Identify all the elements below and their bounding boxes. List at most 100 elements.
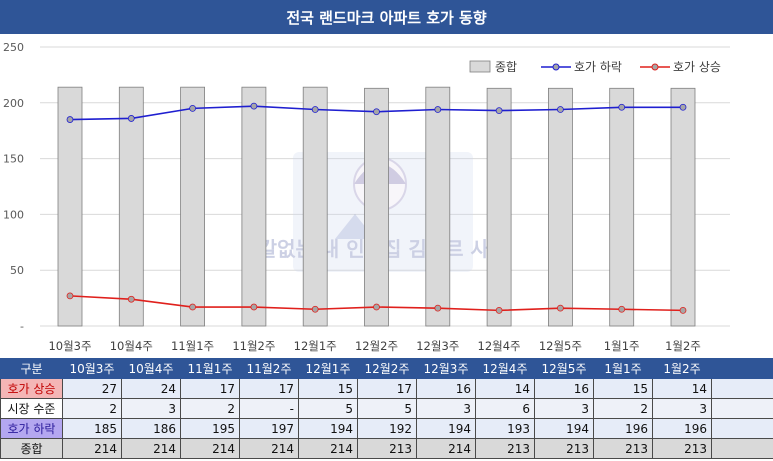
x-tick-label: 12월1주	[294, 339, 337, 353]
y-tick-label: 50	[10, 264, 24, 277]
price-up-point	[127, 295, 135, 303]
table-cell: 197	[239, 418, 299, 439]
line-series	[66, 102, 687, 314]
table-header-cell: 11월2주	[239, 358, 299, 379]
chart-title: 전국 랜드마크 아파트 호가 동향	[0, 0, 773, 34]
y-tick-label: 150	[3, 153, 24, 166]
row-label-price-up: 호가 상승	[0, 378, 63, 399]
table-header-cell: 10월4주	[121, 358, 181, 379]
bar-total	[302, 86, 328, 327]
table-row-market-level: 시장 수준 2 3 2 - 5 5 3 6 3 2 3	[0, 398, 773, 419]
legend-label-price-up: 호가 상승	[673, 60, 721, 74]
table-cell: 214	[62, 438, 122, 459]
price-down-point	[373, 108, 380, 116]
bar-total	[57, 86, 83, 327]
x-tick-label: 1월2주	[665, 339, 701, 353]
row-label-total: 종합	[0, 438, 63, 459]
bar-total	[486, 87, 512, 327]
x-tick-label: 12월5주	[539, 339, 582, 353]
price-up-point	[434, 304, 442, 312]
table-cell: 214	[298, 438, 358, 459]
table-cell: 17	[180, 378, 240, 399]
legend-marker-price-down	[552, 63, 560, 71]
table-header-cell: 11월1주	[180, 358, 240, 379]
table-cell: 3	[416, 398, 476, 419]
table-cell: 2	[180, 398, 240, 419]
price-down-point	[679, 103, 687, 111]
table-cell: 196	[652, 418, 712, 439]
table-cell: 3	[121, 398, 181, 419]
table-cell: 17	[357, 378, 417, 399]
table-cell: 214	[239, 438, 299, 459]
table-header-cell: 1월2주	[652, 358, 712, 379]
bar-total	[609, 87, 635, 327]
price-up-point	[495, 306, 503, 314]
table-cell: 194	[534, 418, 594, 439]
table-header-cell: 12월1주	[298, 358, 358, 379]
table-cell: 6	[475, 398, 535, 419]
y-tick-label: 100	[3, 208, 24, 221]
x-tick-label: 1월1주	[604, 339, 640, 353]
table-header-empty	[711, 358, 773, 379]
price-up-point	[189, 303, 197, 311]
price-up-point	[618, 305, 626, 313]
legend-swatch-total	[469, 60, 491, 73]
table-cell: 27	[62, 378, 122, 399]
table-cell: 213	[475, 438, 535, 459]
table-cell-empty	[711, 398, 773, 419]
x-tick-label: 12월3주	[416, 339, 459, 353]
table-header-cell: 10월3주	[62, 358, 122, 379]
table-cell: 3	[652, 398, 712, 419]
table-cell: 16	[416, 378, 476, 399]
table-header-cell: 12월3주	[416, 358, 476, 379]
table-header-cell: 12월4주	[475, 358, 535, 379]
row-label-market-level: 시장 수준	[0, 398, 63, 419]
table-cell-empty	[711, 438, 773, 459]
table-cell: 213	[534, 438, 594, 459]
price-up-point	[311, 305, 319, 313]
legend-label-price-down: 호가 하락	[574, 60, 622, 74]
table-header-cell: 1월1주	[593, 358, 653, 379]
table-row-price-down: 호가 하락 185 186 195 197 194 192 194 193 19…	[0, 418, 773, 439]
table-cell: 2	[62, 398, 122, 419]
table-cell: 213	[357, 438, 417, 459]
table-cell: -	[239, 398, 299, 419]
data-table: 구분 10월3주 10월4주 11월1주 11월2주 12월1주 12월2주 1…	[0, 358, 773, 459]
table-cell: 185	[62, 418, 122, 439]
bar-total	[364, 87, 389, 327]
table-row-total: 종합 214 214 214 214 214 213 214 213 213 2…	[0, 438, 773, 459]
x-tick-label: 10월4주	[110, 339, 153, 353]
table-cell-empty	[711, 378, 773, 399]
table-header-cell: 12월5주	[534, 358, 594, 379]
table-cell: 194	[298, 418, 358, 439]
table-cell: 214	[180, 438, 240, 459]
price-down-point	[250, 102, 258, 110]
x-axis: 10월3주 10월4주 11월1주 11월2주 12월1주 12월2주 12월3주 12월4주…	[48, 339, 700, 353]
y-tick-label: 250	[3, 41, 24, 54]
table-cell: 17	[239, 378, 299, 399]
price-up-point	[373, 303, 380, 311]
bar-total	[118, 86, 144, 327]
table-cell: 24	[121, 378, 181, 399]
y-tick-label: -	[20, 320, 24, 333]
price-down-point	[618, 103, 626, 111]
bar-total	[425, 86, 451, 327]
bar-series	[57, 86, 696, 327]
table-cell: 214	[416, 438, 476, 459]
y-axis: - 50 100 150 200 250	[3, 41, 24, 333]
table-cell: 213	[593, 438, 653, 459]
price-down-point	[557, 106, 564, 113]
table-row-price-up: 호가 상승 27 24 17 17 15 17 16 14 16 15 14	[0, 378, 773, 399]
price-up-point	[557, 304, 564, 312]
price-down-point	[495, 107, 503, 115]
x-tick-label: 11월1주	[171, 339, 214, 353]
table-cell: 214	[121, 438, 181, 459]
x-tick-label: 11월2주	[232, 339, 275, 353]
table-header-row: 구분 10월3주 10월4주 11월1주 11월2주 12월1주 12월2주 1…	[0, 358, 773, 379]
table-cell: 5	[357, 398, 417, 419]
table-cell: 194	[416, 418, 476, 439]
table-cell: 5	[298, 398, 358, 419]
table-cell: 15	[298, 378, 358, 399]
x-tick-label: 12월4주	[478, 339, 521, 353]
